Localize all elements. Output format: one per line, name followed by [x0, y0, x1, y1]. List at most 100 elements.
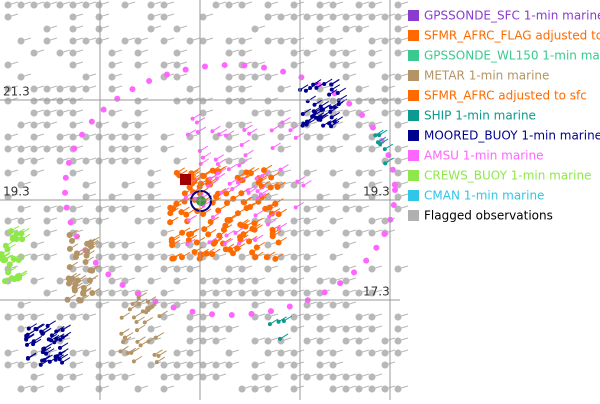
- obs-dot: [235, 180, 240, 185]
- flagged-dot: [238, 277, 246, 285]
- flagged-dot: [251, 133, 259, 141]
- flagged-dot: [4, 361, 12, 369]
- obs-dot: [169, 255, 176, 262]
- amsu-dot: [73, 233, 80, 240]
- flagged-dot: [30, 349, 38, 357]
- flagged-dot: [199, 13, 207, 21]
- flagged-dot: [173, 97, 181, 105]
- flagged-dot: [368, 61, 376, 69]
- flagged-dot: [394, 349, 402, 357]
- flagged-dot: [342, 133, 350, 141]
- obs-dot: [210, 240, 217, 247]
- flagged-dot: [95, 121, 103, 129]
- flagged-dot: [368, 97, 376, 105]
- flagged-dot: [329, 277, 337, 285]
- amsu-dot: [79, 131, 86, 138]
- flagged-dot: [4, 13, 12, 21]
- flagged-dot: [264, 385, 272, 393]
- obs-dot: [377, 133, 382, 138]
- flagged-dot: [342, 289, 350, 297]
- obs-dot: [134, 319, 139, 324]
- obs-dot: [179, 229, 186, 236]
- flagged-dot: [108, 49, 116, 57]
- flagged-dot: [147, 361, 155, 369]
- flagged-dot: [82, 37, 90, 45]
- flagged-dot: [303, 373, 311, 381]
- observations: [0, 1, 409, 393]
- obs-dot: [327, 92, 332, 97]
- flagged-dot: [355, 349, 363, 357]
- flagged-dot: [17, 145, 25, 153]
- amsu-dot: [228, 311, 235, 318]
- flagged-dot: [342, 385, 350, 393]
- flagged-dot: [186, 85, 194, 93]
- flagged-dot: [290, 265, 298, 273]
- flagged-dot: [368, 37, 376, 45]
- obs-dot: [69, 237, 76, 244]
- flagged-dot: [30, 361, 38, 369]
- flagged-dot: [303, 289, 311, 297]
- obs-dot: [240, 231, 247, 238]
- flagged-dot: [56, 385, 64, 393]
- flagged-dot: [108, 373, 116, 381]
- flagged-dot: [121, 373, 129, 381]
- obs-dot: [80, 289, 87, 296]
- amsu-dot: [280, 68, 287, 75]
- amsu-dot: [359, 112, 366, 119]
- flagged-dot: [160, 289, 168, 297]
- obs-dot: [213, 157, 218, 162]
- obs-dot: [52, 340, 57, 345]
- flagged-dot: [43, 145, 51, 153]
- flagged-dot: [290, 289, 298, 297]
- obs-dot: [118, 349, 123, 354]
- flagged-dot: [108, 205, 116, 213]
- flagged-dot: [134, 133, 142, 141]
- flagged-dot: [173, 277, 181, 285]
- obs-dot: [178, 254, 185, 261]
- flagged-dot: [264, 265, 272, 273]
- legend-label: SFMR_AFRC adjusted to sfc: [424, 89, 587, 103]
- flagged-dot: [95, 1, 103, 9]
- flagged-dot: [329, 169, 337, 177]
- grid-label: 19.3: [3, 185, 30, 199]
- flagged-dot: [225, 49, 233, 57]
- flagged-dot: [212, 361, 220, 369]
- obs-dot: [185, 132, 190, 137]
- flagged-dot: [316, 301, 324, 309]
- flagged-dot: [381, 217, 389, 225]
- flagged-dot: [4, 85, 12, 93]
- obs-dot: [136, 295, 141, 300]
- flagged-dot: [160, 61, 168, 69]
- flagged-dot: [108, 253, 116, 261]
- flagged-dot: [303, 13, 311, 21]
- flagged-dot: [303, 337, 311, 345]
- flagged-dot: [394, 145, 402, 153]
- obs-dot: [38, 362, 43, 367]
- flagged-dot: [342, 265, 350, 273]
- flagged-dot: [225, 97, 233, 105]
- flagged-dot: [238, 49, 246, 57]
- amsu-dot: [71, 145, 78, 152]
- obs-dot: [267, 184, 274, 191]
- flagged-dot: [199, 337, 207, 345]
- obs-dot: [142, 320, 147, 325]
- flagged-dot: [394, 109, 402, 117]
- flagged-dot: [394, 1, 402, 9]
- amsu-dot: [62, 189, 69, 196]
- flagged-dot: [251, 109, 259, 117]
- flagged-dot: [95, 385, 103, 393]
- flagged-dot: [368, 373, 376, 381]
- flagged-dot: [43, 289, 51, 297]
- obs-dot: [154, 360, 159, 365]
- obs-dot: [24, 337, 29, 342]
- obs-dot: [71, 284, 78, 291]
- obs-dot: [54, 329, 59, 334]
- legend-swatch: [408, 130, 419, 141]
- marker: [190, 190, 212, 212]
- obs-dot: [327, 121, 332, 126]
- obs-dot: [66, 264, 73, 271]
- flagged-dot: [56, 97, 64, 105]
- flagged-dot: [134, 385, 142, 393]
- amsu-dot: [392, 187, 398, 193]
- flagged-dot: [329, 1, 337, 9]
